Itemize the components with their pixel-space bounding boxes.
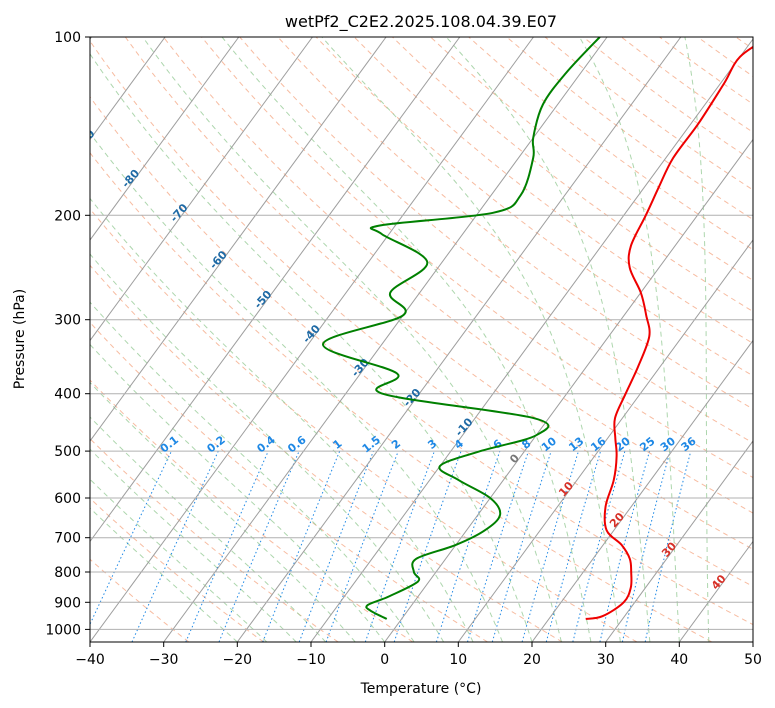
mixing-ratio-line — [262, 450, 341, 642]
x-tick-label: 40 — [670, 652, 688, 668]
isotherm-line — [90, 37, 534, 642]
moist-adiabat-line — [90, 478, 268, 642]
profile-series — [322, 37, 753, 620]
dry-adiabat-line — [90, 208, 638, 642]
y-tick-label: 300 — [54, 313, 81, 329]
y-axis-title: Pressure (hPa) — [12, 289, 28, 389]
x-tick-label: 50 — [744, 652, 762, 668]
isotherm-line — [605, 440, 753, 642]
y-tick-label: 400 — [54, 387, 81, 403]
y-tick-label: 200 — [54, 208, 81, 224]
dry-adiabat-line — [90, 96, 753, 626]
mixing-ratio-line — [185, 450, 269, 642]
mixing-ratio-line — [599, 450, 651, 642]
isotherm-line — [384, 138, 753, 642]
mixing-ratio-line — [364, 450, 435, 642]
isotherm-label: -90 — [75, 127, 98, 151]
chart-title: wetPf2_C2E2.2025.108.04.39.E07 — [285, 12, 557, 32]
isotherm-line — [90, 37, 313, 342]
moist-adiabat-line — [90, 416, 327, 642]
y-tick-label: 1000 — [45, 622, 81, 638]
moist-adiabat-line — [90, 197, 474, 642]
pressure-gridlines — [90, 37, 753, 630]
dry-adiabat-line — [90, 40, 753, 588]
dry-adiabats — [90, 37, 753, 642]
y-tick-label: 900 — [54, 595, 81, 611]
x-axis-title: Temperature (°C) — [360, 681, 482, 697]
mixing-ratio-line — [491, 450, 552, 642]
moist-adiabat-line — [142, 37, 562, 642]
dry-adiabat-line — [90, 558, 190, 642]
y-tick-label: 500 — [54, 444, 81, 460]
x-tick-label: −40 — [75, 652, 105, 668]
plot-frame — [89, 36, 754, 643]
moist-adiabat-line — [90, 301, 415, 642]
moist-adiabat-line — [445, 37, 651, 642]
y-axis-ticks: 100 200 300 400 500 600 700 800 900 1000 — [45, 30, 90, 638]
mixing-ratio-line — [435, 450, 501, 642]
isotherm-line — [236, 37, 682, 642]
mixing-ratio-line — [521, 450, 579, 642]
mixing-ratio-line — [545, 450, 602, 642]
dry-adiabat-line — [90, 379, 414, 642]
isotherm-line — [457, 239, 753, 642]
y-tick-label: 800 — [54, 565, 81, 581]
isotherm-line — [90, 37, 166, 141]
moist-adiabat-line — [321, 37, 621, 642]
moist-adiabat-line — [684, 37, 710, 642]
mixing-ratio-line — [467, 450, 529, 642]
x-tick-label: 10 — [449, 652, 467, 668]
moist-adiabat-line — [90, 343, 386, 642]
y-tick-label: 700 — [54, 531, 81, 547]
isotherm-line — [90, 37, 387, 442]
x-tick-label: 0 — [380, 652, 389, 668]
dewpoint-profile-line — [322, 37, 601, 620]
isotherm-line — [90, 37, 240, 241]
dry-adiabat-line — [90, 152, 712, 642]
moist-adiabat-line — [90, 381, 356, 642]
mixing-ratio-line — [298, 450, 374, 642]
dry-adiabat-line — [315, 37, 753, 377]
y-tick-label: 600 — [54, 491, 81, 507]
isotherm-line — [531, 339, 753, 642]
dry-adiabat-line — [90, 264, 563, 642]
mixing-ratio-line — [572, 450, 626, 642]
x-tick-label: −30 — [149, 652, 179, 668]
x-axis-ticks: −40 −30 −20 −10 0 10 20 30 40 50 — [75, 642, 762, 668]
x-tick-label: 20 — [523, 652, 541, 668]
x-tick-label: −20 — [223, 652, 253, 668]
dry-adiabat-line — [239, 37, 753, 444]
mixing-ratio-line — [325, 450, 399, 642]
isotherm-line — [310, 38, 753, 642]
x-tick-label: 30 — [597, 652, 615, 668]
mixing-ratio-line — [218, 450, 300, 642]
moist-adiabat-line — [90, 53, 533, 642]
dry-adiabat-line — [392, 37, 753, 313]
temperature-profile-line — [585, 45, 753, 620]
mixing-ratio-line — [621, 450, 671, 642]
x-tick-label: −10 — [296, 652, 326, 668]
moist-adiabat-line — [578, 37, 680, 642]
y-tick-label: 100 — [54, 30, 81, 46]
